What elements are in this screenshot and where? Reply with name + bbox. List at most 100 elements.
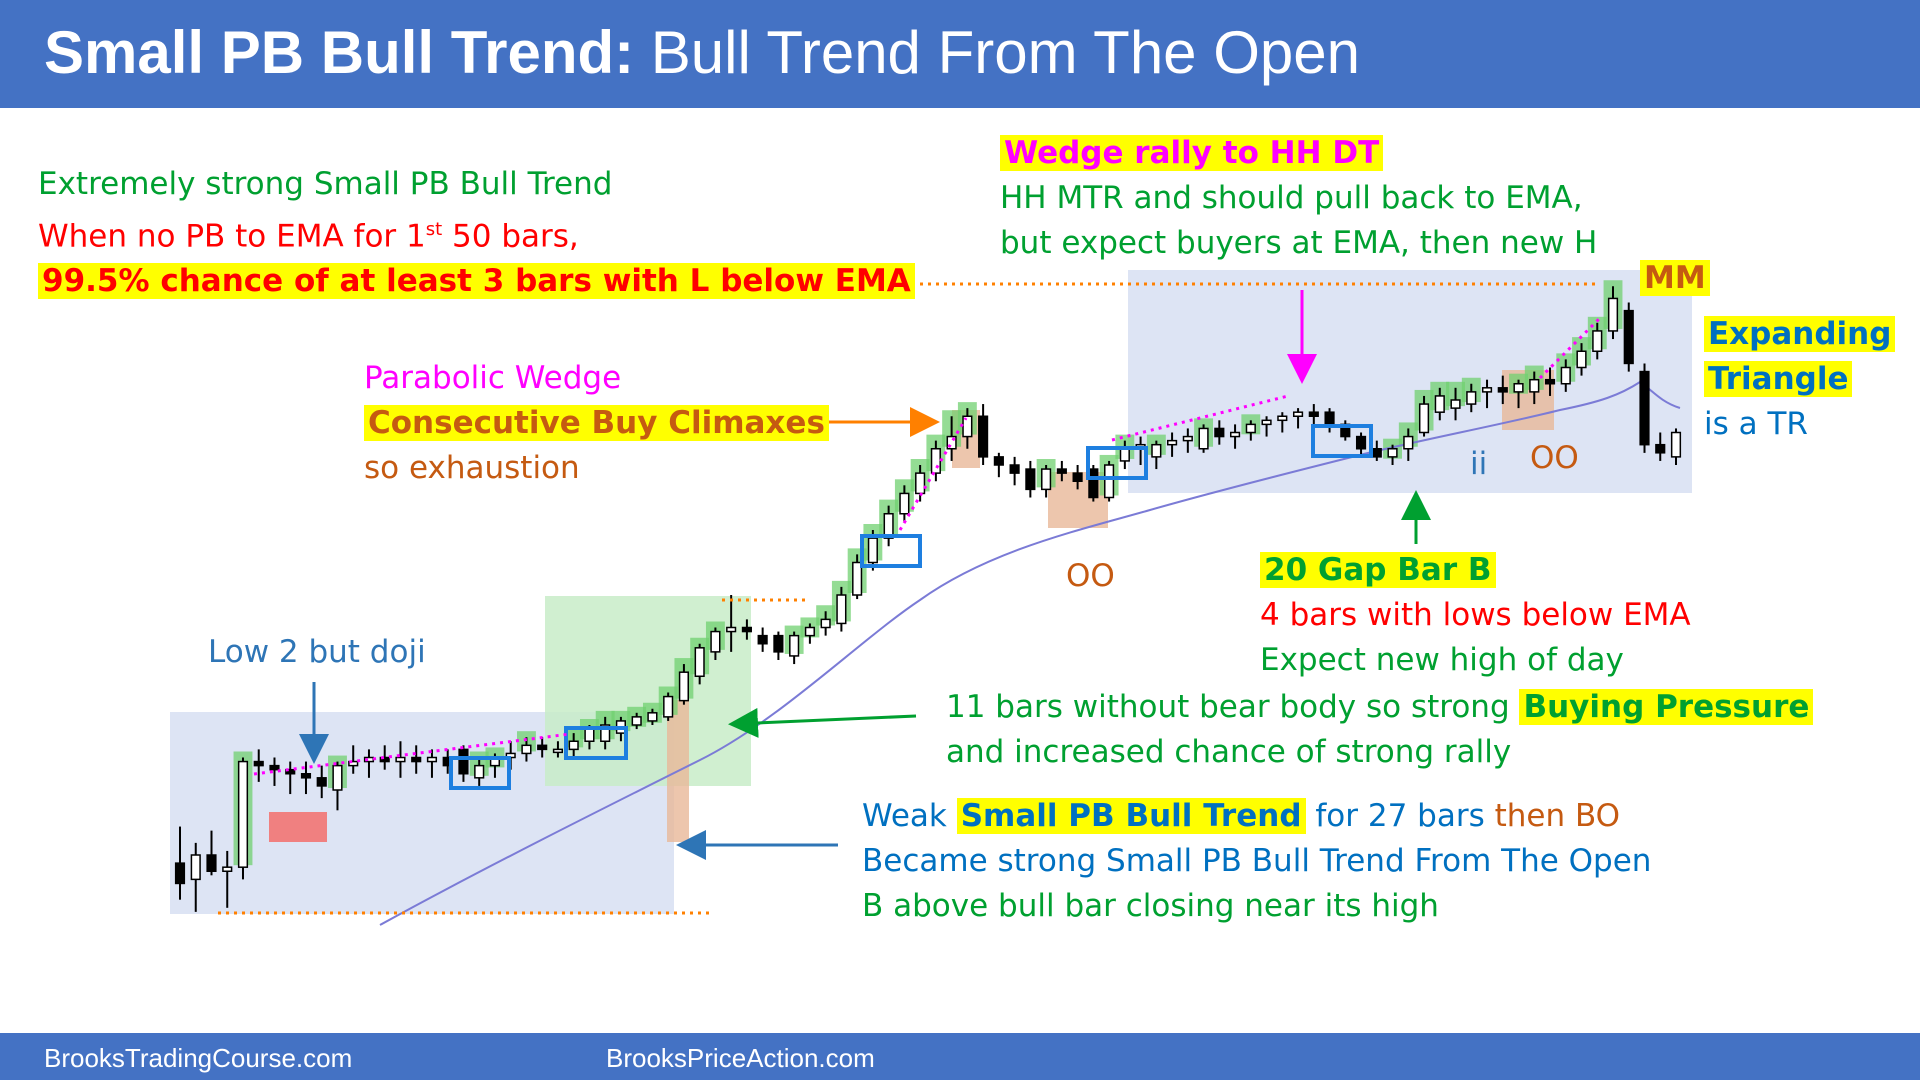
bull-candle [1277,415,1288,422]
ann-line: Parabolic Wedge [364,360,622,396]
bull-candle [694,647,705,677]
bull-candle [1229,431,1241,438]
bull-candle [584,728,595,742]
bull-candle [899,492,910,515]
bear-candle [1025,468,1036,491]
footer-left-link[interactable]: BrooksTradingCourse.com [44,1043,353,1073]
bear-candle [978,415,989,458]
bear-candle [1072,472,1083,482]
dotted-magenta-left [253,732,571,776]
bull-candle [1434,395,1445,413]
ann-highlight: Triangle [1704,361,1853,397]
bull-candle [1560,366,1571,385]
bear-candle [1655,443,1666,454]
bull-candle [521,744,532,755]
footer-center-link[interactable]: BrooksPriceAction.com [606,1043,875,1073]
annotation-mm: MM [1640,256,1710,301]
bear-candle [757,634,768,645]
bull-candle [552,748,564,754]
blue-box-3 [860,534,922,568]
bull-candle [1529,378,1540,393]
ema-line [379,380,1681,926]
bear-candle [1371,448,1382,458]
annotation-weak-trend: Weak Small PB Bull Trend for 27 bars the… [862,794,1651,929]
bear-candle [316,777,327,787]
bull-candle [1119,448,1130,462]
bull-candle [332,764,343,791]
ann-line: Expect new high of day [1260,642,1624,678]
footer-banner: BrooksTradingCourse.com BrooksPriceActio… [0,1033,1920,1080]
annotation-buying-pressure: 11 bars without bear body so strong Buyi… [946,685,1814,775]
bull-candle [1387,448,1398,458]
bull-candle [1403,435,1414,450]
bear-candle [1214,427,1225,438]
annotation-expanding-triangle: Expanding Triangle is a TR [1704,312,1896,447]
bull-candle [426,756,438,763]
annotation-low2: Low 2 but doji [208,634,426,670]
arrow-buying [728,707,917,738]
label-oo-2: OO [1530,440,1579,476]
bear-candle [1623,309,1634,365]
bear-candle [741,626,752,633]
bull-candle [962,415,973,438]
bull-candle [1576,350,1587,369]
bull-candle [600,724,611,742]
ann-text: then BO [1494,798,1621,834]
bull-candle [1466,391,1477,405]
bear-candle [285,768,296,775]
bear-candle [1324,411,1335,426]
ann-line: 11 bars without bear body so strong Buyi… [946,685,1814,730]
ann-text: for 27 bars [1305,798,1495,834]
bear-candle [537,744,548,751]
title-rest: Bull Trend From The Open [634,19,1360,86]
label-oo-1: OO [1066,558,1115,594]
bull-candle [946,435,957,450]
title-bold: Small PB Bull Trend: [44,19,635,86]
red-zone-left [269,812,327,842]
ann-highlight: Wedge rally to HH DT [1000,135,1384,171]
ann-highlight: MM [1640,260,1710,296]
bear-candle [1355,435,1367,450]
bull-candle [1292,411,1304,417]
ann-highlight: 20 Gap Bar B [1260,552,1496,588]
bull-candle [852,561,863,596]
bull-candle [1450,399,1461,409]
annotation-wedge-rally: Wedge rally to HH DT HH MTR and should p… [1000,131,1597,266]
dotted-magenta-parabolic [898,417,968,531]
bear-candle [411,756,422,763]
bull-candle [395,756,406,763]
bear-candle [1056,468,1067,474]
bull-candle [1513,383,1524,393]
bear-candle [1497,387,1508,393]
bull-candle [1481,387,1493,393]
bear-candle [1088,468,1099,499]
ann-sup: st [425,219,443,240]
bear-candle [269,764,280,771]
ann-line: Consecutive Buy Climaxes [364,401,829,446]
bear-candle [300,773,312,779]
annotation-trend-strength: Extremely strong Small PB Bull Trend Whe… [38,162,915,304]
title-banner: Small PB Bull Trend: Bull Trend From The… [0,0,1920,108]
bull-candle [883,513,894,539]
bull-candle [1041,468,1052,491]
bull-candle [836,594,847,625]
ann-text: When no PB to EMA for 1 [38,218,426,255]
bull-candle [678,671,689,702]
bull-candle [348,760,359,767]
bear-candle [379,756,390,763]
ann-text: 11 bars without bear body so strong [946,689,1520,725]
bull-candle [568,740,579,751]
bear-candle [206,854,217,872]
bull-candle [222,866,233,872]
ann-line: HH MTR and should pull back to EMA, [1000,180,1583,216]
ann-highlight: Buying Pressure [1519,689,1814,725]
ann-line: Weak Small PB Bull Trend for 27 bars the… [862,794,1651,839]
ann-line: Expanding [1704,312,1896,357]
bear-candle [993,456,1004,466]
annotation-gap-bar: 20 Gap Bar B 4 bars with lows below EMA … [1260,548,1691,683]
bull-candle [1182,435,1193,442]
bull-candle [915,472,926,495]
bear-candle [1639,370,1650,446]
ann-highlight: 99.5% chance of at least 3 bars with L b… [38,263,915,300]
blue-box-2 [564,726,628,760]
